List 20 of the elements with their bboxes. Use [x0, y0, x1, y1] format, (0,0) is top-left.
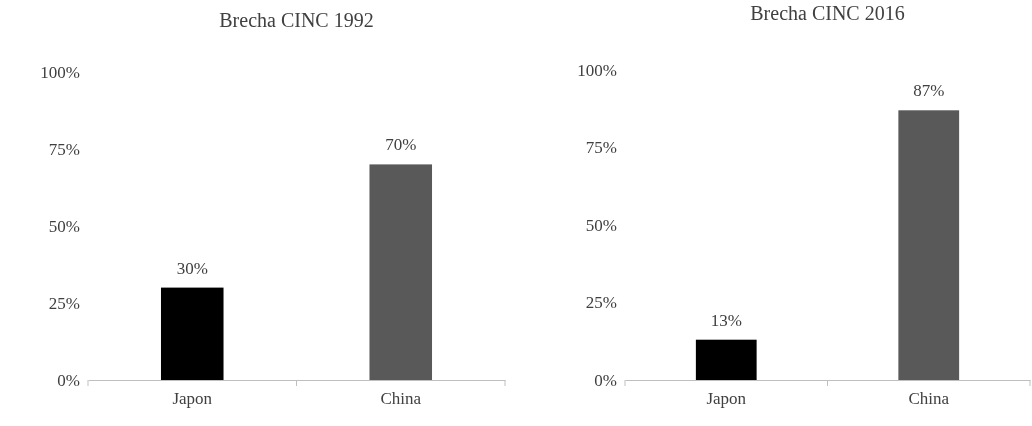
y-tick-label: 0% — [57, 370, 80, 390]
y-tick-label: 25% — [585, 293, 617, 313]
x-tick-label: Japon — [706, 389, 747, 409]
y-tick-label: 75% — [585, 138, 617, 158]
y-tick-label: 100% — [577, 60, 617, 80]
data-label: 13% — [710, 310, 742, 330]
x-tick-label: Japon — [172, 389, 213, 409]
data-label: 87% — [913, 81, 945, 101]
y-tick-label: 75% — [48, 139, 80, 159]
y-tick-label: 50% — [585, 215, 617, 235]
chart-title: Brecha CINC 2016 — [750, 2, 905, 24]
data-label: 70% — [385, 135, 417, 155]
y-tick-label: 0% — [594, 370, 617, 390]
x-tick-label: China — [380, 389, 422, 409]
chart-title: Brecha CINC 1992 — [219, 9, 374, 31]
y-tick-label: 100% — [40, 62, 80, 82]
y-tick-label: 25% — [48, 293, 80, 313]
x-tick-label: China — [908, 389, 950, 409]
y-tick-label: 50% — [48, 216, 80, 236]
data-label: 30% — [176, 258, 208, 278]
